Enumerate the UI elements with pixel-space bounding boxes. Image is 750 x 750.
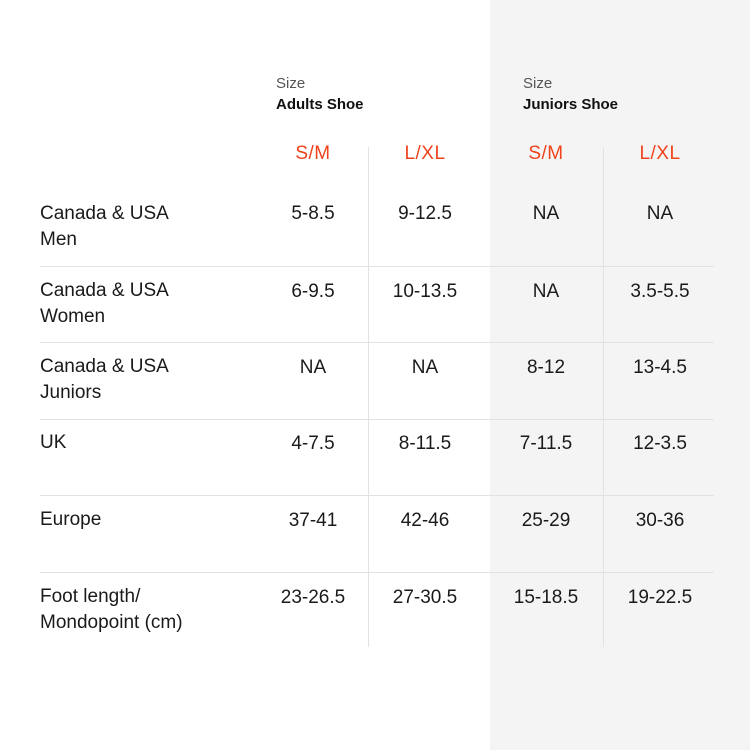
row-divider [40, 495, 714, 496]
table-cell: 30-36 [635, 510, 685, 531]
row-label-line: Women [40, 306, 106, 327]
row-label-line: Mondopoint (cm) [40, 612, 183, 633]
table-cell: 19-22.5 [627, 587, 693, 608]
column-divider-adults [368, 147, 369, 647]
row-label-line: Juniors [40, 382, 102, 403]
adults-shoe-title: Adults Shoe [276, 96, 364, 113]
juniors-size-caption: Size [523, 75, 553, 92]
row-label-europe: Europe [40, 507, 260, 533]
table-cell: 6-9.5 [291, 281, 335, 302]
row-label-line: Canada & USA [40, 203, 169, 224]
table-cell: 27-30.5 [392, 587, 458, 608]
table-cell: 10-13.5 [392, 281, 458, 302]
table-cell: NA [532, 281, 560, 302]
table-cell: NA [646, 203, 674, 224]
table-cell: NA [299, 357, 327, 378]
table-cell: 13-4.5 [633, 357, 687, 378]
table-cell: 25-29 [521, 510, 571, 531]
column-header-juniors-sm: S/M [528, 143, 564, 164]
column-header-adults-lxl: L/XL [404, 143, 446, 164]
table-cell: NA [411, 357, 439, 378]
column-header-adults-sm: S/M [295, 143, 331, 164]
table-cell: 9-12.5 [398, 203, 452, 224]
row-label-line: Canada & USA [40, 356, 169, 377]
table-cell: 3.5-5.5 [630, 281, 690, 302]
table-cell: 42-46 [400, 510, 450, 531]
row-label-line: Foot length/ [40, 586, 141, 607]
table-cell: 23-26.5 [280, 587, 346, 608]
row-divider [40, 419, 714, 420]
table-cell: 7-11.5 [519, 433, 573, 454]
juniors-shoe-header: Size Juniors Shoe [523, 74, 618, 116]
row-label-foot-length: Foot length/ Mondopoint (cm) [40, 584, 260, 636]
adults-shoe-header: Size Adults Shoe [276, 74, 364, 116]
row-label-canada-usa-juniors: Canada & USA Juniors [40, 354, 260, 406]
column-divider-juniors [603, 147, 604, 647]
row-label-line: Men [40, 229, 77, 250]
table-cell: 4-7.5 [291, 433, 335, 454]
row-label-line: Canada & USA [40, 280, 169, 301]
table-cell: 5-8.5 [291, 203, 335, 224]
row-divider [40, 266, 714, 267]
juniors-shoe-title: Juniors Shoe [523, 96, 619, 113]
row-label-canada-usa-men: Canada & USA Men [40, 201, 260, 253]
table-cell: 8-11.5 [398, 433, 452, 454]
row-label-line: Europe [40, 509, 102, 530]
row-label-uk: UK [40, 430, 260, 456]
column-header-juniors-lxl: L/XL [639, 143, 681, 164]
table-cell: NA [532, 203, 560, 224]
table-cell: 15-18.5 [513, 587, 579, 608]
juniors-section-background [490, 0, 750, 750]
row-divider [40, 572, 714, 573]
table-cell: 37-41 [288, 510, 338, 531]
row-divider [40, 342, 714, 343]
table-cell: 12-3.5 [633, 433, 687, 454]
table-cell: 8-12 [526, 357, 566, 378]
row-label-line: UK [40, 432, 67, 453]
adults-size-caption: Size [276, 75, 306, 92]
row-label-canada-usa-women: Canada & USA Women [40, 278, 260, 330]
